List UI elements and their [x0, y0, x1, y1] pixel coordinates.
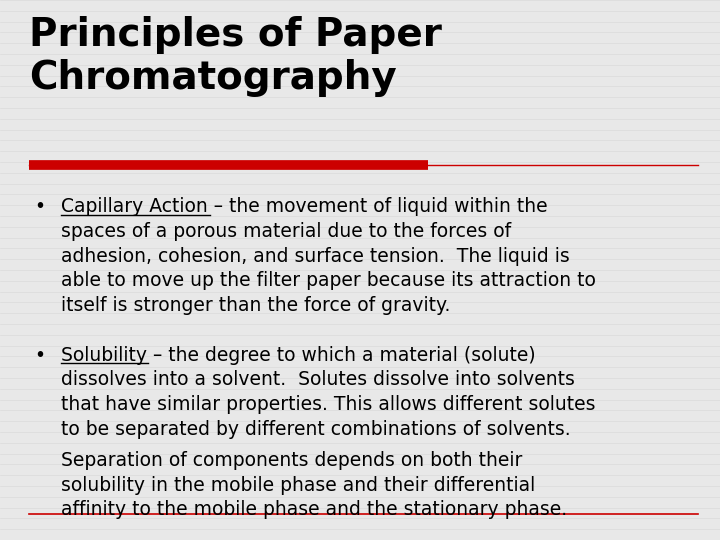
Text: •: •	[34, 197, 45, 216]
Text: •: •	[34, 346, 45, 365]
Text: Solubility – the degree to which a material (solute)
dissolves into a solvent.  : Solubility – the degree to which a mater…	[61, 346, 595, 438]
Text: Capillary Action – the movement of liquid within the
spaces of a porous material: Capillary Action – the movement of liqui…	[61, 197, 596, 315]
Text: Separation of components depends on both their
solubility in the mobile phase an: Separation of components depends on both…	[61, 451, 567, 519]
Text: Principles of Paper
Chromatography: Principles of Paper Chromatography	[29, 16, 441, 97]
